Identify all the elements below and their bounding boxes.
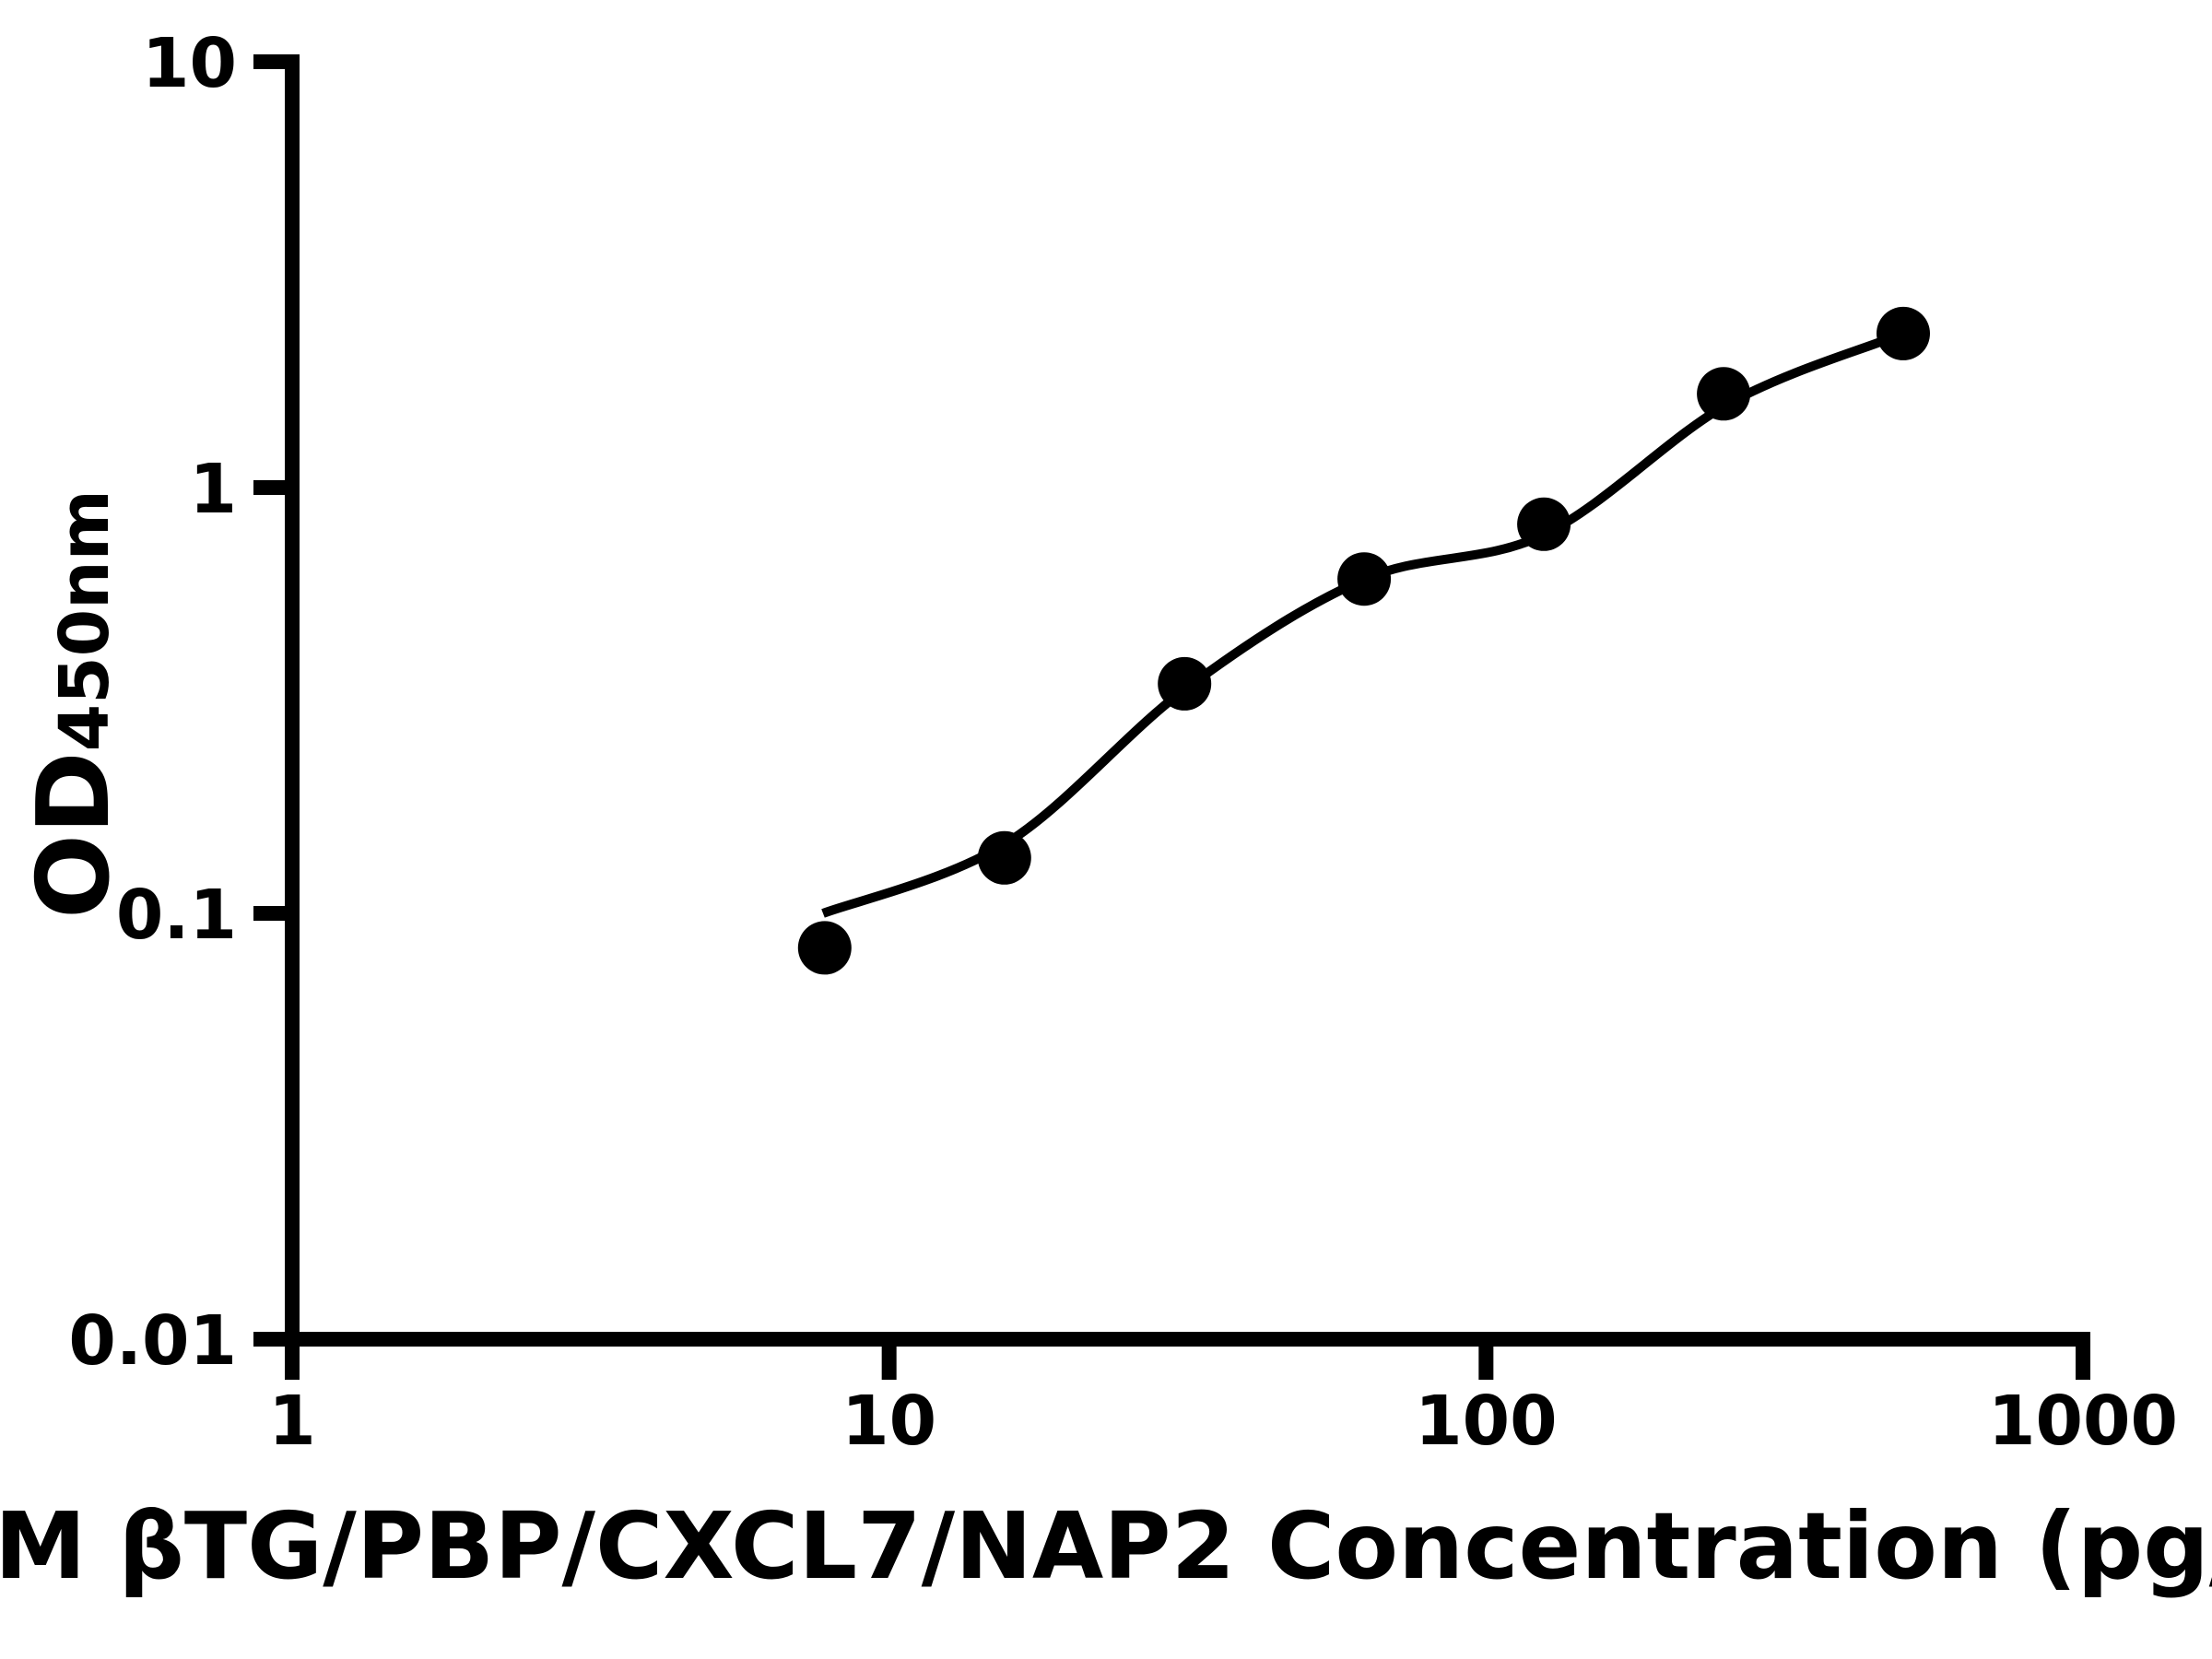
data-point: [1697, 367, 1751, 421]
data-point: [797, 921, 852, 975]
y-axis-label: OD450nm: [17, 489, 132, 919]
y-tick-label: 1: [190, 450, 238, 529]
x-axis-label: M βTG/PBP/CXCL7/NAP2 Concentration (pg/: [0, 1492, 2212, 1600]
x-tick-label: 1: [268, 1382, 316, 1461]
y-tick-label: 0.1: [116, 876, 237, 955]
y-axis-label-main: OD: [17, 751, 132, 918]
y-tick-label: 10: [142, 24, 237, 103]
x-tick-label: 100: [1415, 1382, 1557, 1461]
data-point: [1158, 656, 1212, 711]
x-tick-label: 10: [841, 1382, 936, 1461]
fit-curve: [821, 334, 1891, 918]
data-point: [977, 830, 1031, 885]
y-tick-label: 0.01: [68, 1301, 237, 1381]
y-axis-label-subscript: 450nm: [45, 489, 124, 751]
data-point: [1517, 497, 1571, 551]
data-point: [1877, 306, 1930, 360]
data-point: [1337, 552, 1392, 606]
x-tick-label: 1000: [1988, 1382, 2178, 1461]
